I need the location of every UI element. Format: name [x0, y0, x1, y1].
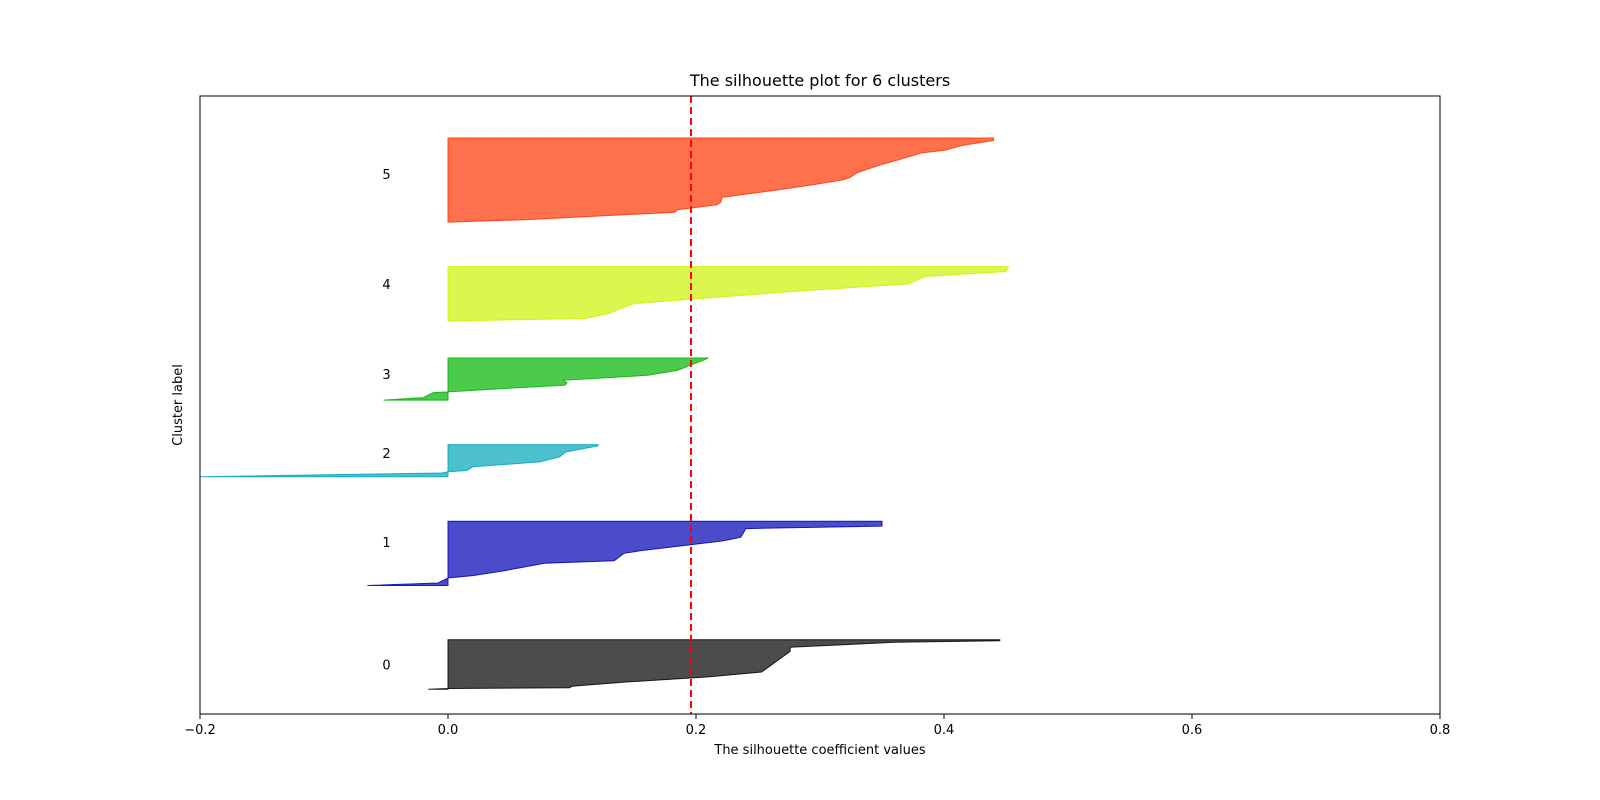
cluster-4-silhouette	[447, 266, 1010, 322]
x-tick-label: 0.6	[1182, 723, 1203, 738]
cluster-3-silhouette	[383, 357, 709, 401]
x-axis-label: The silhouette coefficient values	[713, 743, 925, 758]
plot-area-frame	[199, 95, 1441, 715]
chart-title: The silhouette plot for 6 clusters	[689, 71, 950, 90]
cluster-1-label: 1	[382, 536, 390, 551]
cluster-0-label: 0	[382, 659, 390, 674]
cluster-5-label: 5	[382, 168, 390, 183]
cluster-0-silhouette	[428, 639, 1001, 690]
x-tick-label: 0.0	[438, 723, 459, 738]
cluster-1-silhouette	[367, 520, 883, 586]
x-tick-label: 0.8	[1430, 723, 1451, 738]
cluster-2-silhouette	[199, 444, 599, 478]
x-tick-label: 0.2	[686, 723, 707, 738]
cluster-4-label: 4	[382, 278, 390, 293]
x-axis-ticks: −0.2 0.0 0.2 0.4 0.6 0.8	[184, 714, 1450, 738]
x-tick-label: 0.4	[934, 723, 955, 738]
cluster-2-label: 2	[382, 447, 390, 462]
cluster-3-label: 3	[382, 368, 390, 383]
y-axis-label: Cluster label	[171, 364, 186, 446]
x-tick-label: −0.2	[184, 723, 216, 738]
clusters-layer: 0 1 2 3 4 5	[199, 137, 1010, 690]
